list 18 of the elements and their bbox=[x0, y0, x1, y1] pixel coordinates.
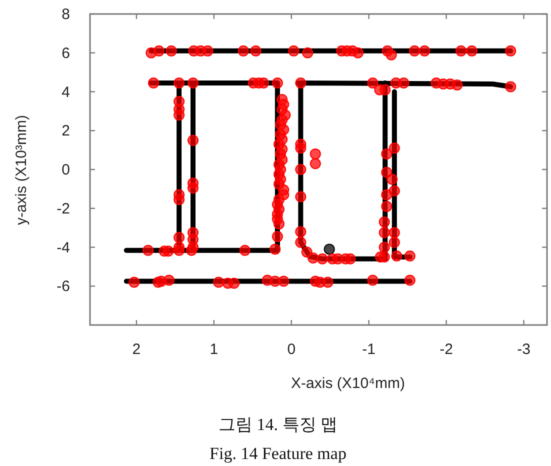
y-tick-label: 6 bbox=[62, 44, 70, 62]
caption: Fig. 14 Feature map bbox=[210, 444, 346, 463]
y-tick-label: 2 bbox=[62, 122, 70, 140]
y-tick-label: 0 bbox=[62, 162, 70, 178]
x-axis-title: X-axis (X10⁴mm) bbox=[291, 375, 405, 392]
x-tick-label: -2 bbox=[440, 341, 453, 358]
y-axis-title: y-axis (X10³mm) bbox=[13, 114, 30, 226]
x-tick-label: 2 bbox=[132, 341, 141, 358]
x-tick-label: 0 bbox=[287, 341, 296, 358]
x-tick-label: -1 bbox=[362, 341, 376, 358]
x-tick-label: 1 bbox=[210, 341, 218, 358]
x-tick-label: -3 bbox=[517, 341, 530, 358]
y-tick-label: 8 bbox=[62, 6, 70, 23]
y-tick-label: 4 bbox=[62, 84, 70, 101]
y-tick-label: -6 bbox=[56, 278, 70, 296]
y-tick-label: -4 bbox=[56, 239, 70, 256]
y-tick-label: -2 bbox=[56, 200, 70, 218]
caption: 그림 14. 특징 맵 bbox=[218, 415, 338, 434]
